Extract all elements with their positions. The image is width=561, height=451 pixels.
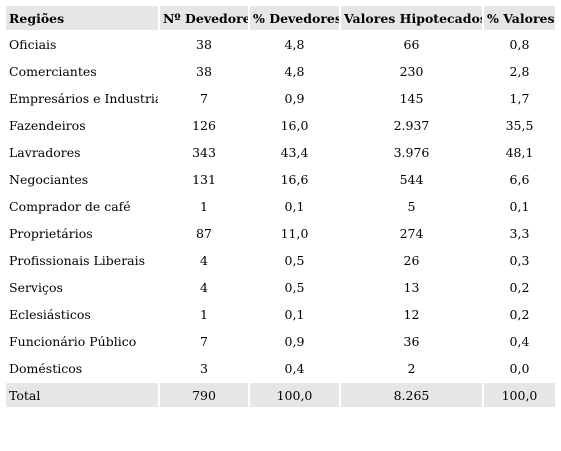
cell-valores-hipotecados: 274 xyxy=(399,226,424,241)
table-row: Proprietários 87 11,0 274 3,3 xyxy=(6,221,555,246)
table-row: Oficiais 38 4,8 66 0,8 xyxy=(6,32,555,57)
cell-pct-valores: 48,1 xyxy=(505,145,534,160)
cell-regiao: Negociantes xyxy=(9,172,89,187)
cell-regiao: Serviços xyxy=(9,280,63,295)
cell-regiao: Proprietários xyxy=(9,226,93,241)
header-pct-devedores: % Devedores xyxy=(250,6,339,30)
cell-pct-valores: 6,6 xyxy=(509,172,530,187)
cell-valores-hipotecados: 36 xyxy=(403,334,420,349)
cell-pct-valores: 0,8 xyxy=(509,37,530,52)
total-pct-devedores: 100,0 xyxy=(250,383,339,407)
table-row: Fazendeiros 126 16,0 2.937 35,5 xyxy=(6,113,555,138)
cell-pct-valores: 3,3 xyxy=(509,226,530,241)
cell-pct-devedores: 4,8 xyxy=(284,64,305,79)
cell-regiao: Lavradores xyxy=(9,145,81,160)
cell-num-devedores: 126 xyxy=(192,118,216,133)
cell-pct-valores: 0,4 xyxy=(509,334,530,349)
cell-valores-hipotecados: 145 xyxy=(399,91,424,106)
cell-num-devedores: 7 xyxy=(200,91,208,106)
table-row: Serviços 4 0,5 13 0,2 xyxy=(6,275,555,300)
header-row: Regiões Nº Devedores % Devedores Valores… xyxy=(6,6,555,30)
cell-pct-valores: 1,7 xyxy=(509,91,530,106)
total-valores-hipotecados: 8.265 xyxy=(341,383,482,407)
cell-valores-hipotecados: 26 xyxy=(403,253,420,268)
cell-num-devedores: 1 xyxy=(200,199,208,214)
cell-num-devedores: 7 xyxy=(200,334,208,349)
header-valores-hipotecados: Valores Hipotecados * xyxy=(341,6,482,30)
cell-pct-devedores: 4,8 xyxy=(284,37,305,52)
cell-pct-devedores: 0,9 xyxy=(284,334,305,349)
cell-num-devedores: 4 xyxy=(200,280,208,295)
cell-pct-valores: 2,8 xyxy=(509,64,530,79)
cell-num-devedores: 1 xyxy=(200,307,208,322)
table-body: Oficiais 38 4,8 66 0,8 Comerciantes 38 4,8 230 2,… xyxy=(6,32,555,381)
table-row: Empresários e Industriais 7 0,9 145 1,7 xyxy=(6,86,555,111)
cell-pct-devedores: 0,9 xyxy=(284,91,305,106)
cell-regiao: Domésticos xyxy=(9,361,83,376)
cell-pct-devedores: 43,4 xyxy=(280,145,309,160)
cell-pct-devedores: 0,1 xyxy=(284,199,305,214)
table-row: Comerciantes 38 4,8 230 2,8 xyxy=(6,59,555,84)
table-row: Funcionário Público 7 0,9 36 0,4 xyxy=(6,329,555,354)
cell-valores-hipotecados: 544 xyxy=(399,172,424,187)
cell-valores-hipotecados: 13 xyxy=(403,280,420,295)
cell-valores-hipotecados: 2.937 xyxy=(393,118,430,133)
table-row: Negociantes 131 16,6 544 6,6 xyxy=(6,167,555,192)
debtors-table: Regiões Nº Devedores % Devedores Valores… xyxy=(4,4,557,409)
cell-num-devedores: 3 xyxy=(200,361,208,376)
cell-regiao: Profissionais Liberais xyxy=(9,253,146,268)
cell-pct-valores: 35,5 xyxy=(505,118,534,133)
cell-valores-hipotecados: 12 xyxy=(403,307,420,322)
total-row: Total 790 100,0 8.265 100,0 xyxy=(6,383,555,407)
cell-pct-valores: 0,2 xyxy=(509,307,530,322)
cell-pct-devedores: 16,0 xyxy=(280,118,309,133)
table-row: Lavradores 343 43,4 3.976 48,1 xyxy=(6,140,555,165)
cell-num-devedores: 131 xyxy=(192,172,216,187)
header-pct-valores: % Valores xyxy=(484,6,555,30)
cell-num-devedores: 343 xyxy=(192,145,216,160)
cell-pct-valores: 0,3 xyxy=(509,253,530,268)
total-pct-valores: 100,0 xyxy=(484,383,555,407)
table-row: Comprador de café 1 0,1 5 0,1 xyxy=(6,194,555,219)
cell-pct-devedores: 0,1 xyxy=(284,307,305,322)
table-row: Eclesiásticos 1 0,1 12 0,2 xyxy=(6,302,555,327)
cell-pct-devedores: 0,5 xyxy=(284,280,305,295)
cell-regiao: Comprador de café xyxy=(9,199,131,214)
cell-valores-hipotecados: 3.976 xyxy=(393,145,430,160)
cell-pct-valores: 0,1 xyxy=(509,199,530,214)
table-row: Domésticos 3 0,4 2 0,0 xyxy=(6,356,555,381)
cell-num-devedores: 87 xyxy=(196,226,212,241)
cell-valores-hipotecados: 230 xyxy=(399,64,424,79)
cell-regiao: Eclesiásticos xyxy=(9,307,91,322)
cell-valores-hipotecados: 5 xyxy=(407,199,416,214)
cell-pct-valores: 0,2 xyxy=(509,280,530,295)
total-label: Total xyxy=(6,383,158,407)
cell-num-devedores: 38 xyxy=(196,37,212,52)
header-num-devedores: Nº Devedores xyxy=(160,6,248,30)
table-row: Profissionais Liberais 4 0,5 26 0,3 xyxy=(6,248,555,273)
total-num-devedores: 790 xyxy=(160,383,248,407)
cell-regiao: Oficiais xyxy=(9,37,57,52)
cell-pct-devedores: 16,6 xyxy=(280,172,309,187)
cell-regiao: Funcionário Público xyxy=(9,334,137,349)
cell-valores-hipotecados: 66 xyxy=(403,37,420,52)
data-table-container: Regiões Nº Devedores % Devedores Valores… xyxy=(4,4,557,409)
cell-num-devedores: 4 xyxy=(200,253,208,268)
table-header: Regiões Nº Devedores % Devedores Valores… xyxy=(6,6,555,30)
table-footer: Total 790 100,0 8.265 100,0 xyxy=(6,383,555,407)
cell-regiao: Comerciantes xyxy=(9,64,97,79)
header-regioes: Regiões xyxy=(6,6,158,30)
cell-pct-devedores: 0,5 xyxy=(284,253,305,268)
cell-regiao: Empresários e Industriais xyxy=(9,91,158,106)
cell-pct-devedores: 0,4 xyxy=(284,361,305,376)
cell-valores-hipotecados: 2 xyxy=(407,361,416,376)
cell-regiao: Fazendeiros xyxy=(9,118,86,133)
cell-pct-valores: 0,0 xyxy=(509,361,530,376)
cell-num-devedores: 38 xyxy=(196,64,212,79)
cell-pct-devedores: 11,0 xyxy=(280,226,309,241)
